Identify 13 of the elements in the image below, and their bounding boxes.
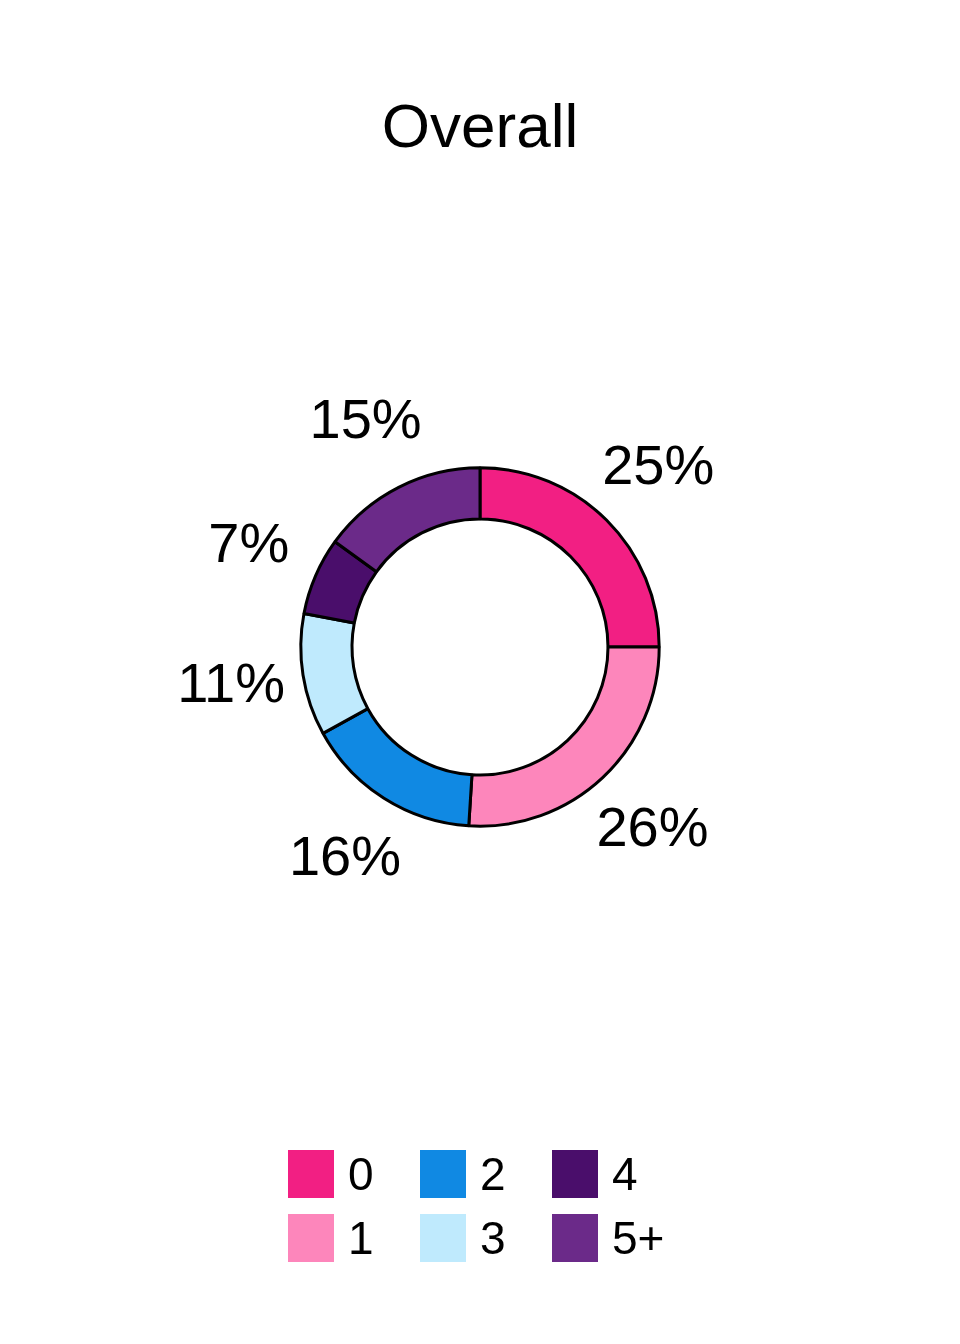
data-label: 25% <box>602 433 715 497</box>
data-label: 26% <box>596 795 709 859</box>
data-label: 16% <box>288 824 402 888</box>
data-label: 7% <box>208 511 290 575</box>
chart-title: Overall <box>381 91 579 161</box>
data-label: 11% <box>177 650 286 714</box>
legend-label: 3 <box>480 1211 507 1265</box>
legend-label: 4 <box>612 1147 639 1201</box>
legend-label: 0 <box>348 1147 375 1201</box>
legend-label: 2 <box>480 1147 507 1201</box>
legend-label: 5+ <box>612 1211 666 1265</box>
data-label: 15% <box>309 386 422 450</box>
legend-label: 1 <box>348 1211 375 1265</box>
